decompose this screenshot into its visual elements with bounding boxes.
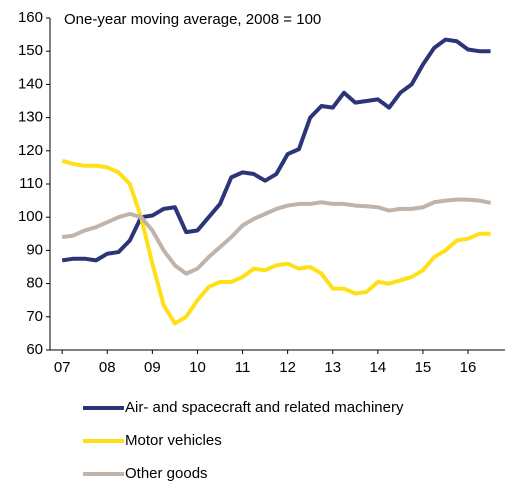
x-tick-label: 08 (99, 359, 116, 376)
series-line (61, 37, 491, 263)
annotation: One-year moving average, 2008 = 100 (64, 11, 321, 28)
x-tick-label: 14 (369, 359, 386, 376)
x-tick-label: 15 (415, 359, 432, 376)
x-tick-label: 09 (144, 359, 161, 376)
y-tick-label: 160 (18, 9, 43, 26)
x-tick-label: 13 (324, 359, 341, 376)
y-tick-label: 150 (18, 42, 43, 59)
y-tick-label: 110 (19, 175, 43, 192)
legend-label: Motor vehicles (125, 432, 222, 449)
y-tick-label: 60 (26, 341, 43, 358)
x-tick-label: 16 (460, 359, 477, 376)
y-tick-label: 100 (18, 208, 43, 225)
y-tick-label: 90 (26, 241, 43, 258)
y-tick-label: 130 (18, 109, 43, 126)
y-tick-label: 140 (18, 75, 43, 92)
x-tick-label: 10 (189, 359, 206, 376)
legend-label: Other goods (125, 465, 208, 482)
series-line (61, 158, 491, 326)
x-tick-label: 11 (235, 359, 251, 376)
x-tick-label: 12 (279, 359, 296, 376)
y-tick-label: 70 (26, 308, 43, 325)
x-tick-label: 07 (54, 359, 71, 376)
y-tick-label: 120 (18, 142, 43, 159)
y-tick-label: 80 (26, 275, 43, 292)
legend-label: Air- and spacecraft and related machiner… (125, 399, 404, 416)
series-line (61, 197, 491, 276)
